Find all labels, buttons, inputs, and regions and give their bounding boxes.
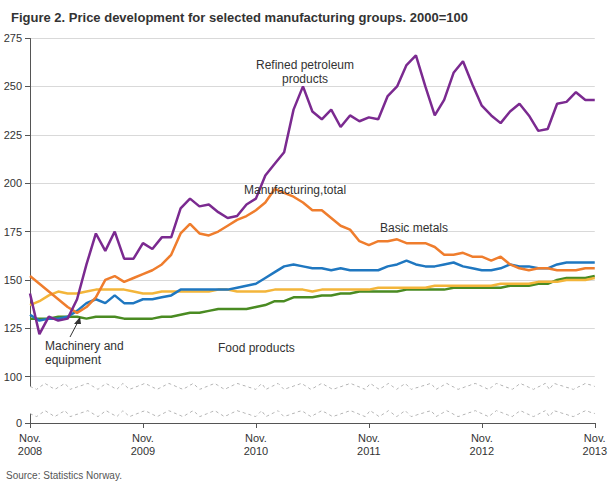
svg-text:products: products — [282, 72, 328, 86]
svg-text:Figure 2. Price development fo: Figure 2. Price development for selected… — [11, 10, 468, 25]
svg-text:equipment: equipment — [45, 353, 102, 367]
svg-text:150: 150 — [4, 274, 22, 286]
svg-text:2011: 2011 — [357, 445, 381, 457]
svg-text:2008: 2008 — [18, 445, 42, 457]
svg-text:100: 100 — [4, 371, 22, 383]
svg-text:2013: 2013 — [583, 445, 607, 457]
svg-text:Nov.: Nov. — [245, 432, 267, 444]
svg-text:0: 0 — [16, 417, 22, 429]
svg-text:2012: 2012 — [470, 445, 494, 457]
svg-text:Nov.: Nov. — [358, 432, 380, 444]
svg-text:Nov.: Nov. — [584, 432, 606, 444]
svg-text:Refined petroleum: Refined petroleum — [256, 58, 354, 72]
svg-text:125: 125 — [4, 322, 22, 334]
svg-text:Nov.: Nov. — [132, 432, 154, 444]
svg-text:Machinery and: Machinery and — [45, 339, 124, 353]
svg-text:Food products: Food products — [218, 341, 295, 355]
svg-text:175: 175 — [4, 226, 22, 238]
svg-text:Nov.: Nov. — [19, 432, 41, 444]
svg-text:Nov.: Nov. — [471, 432, 493, 444]
svg-text:250: 250 — [4, 80, 22, 92]
svg-text:2010: 2010 — [244, 445, 268, 457]
svg-text:2009: 2009 — [131, 445, 155, 457]
svg-text:Source: Statistics Norway.: Source: Statistics Norway. — [6, 470, 122, 481]
svg-text:Manufacturing,total: Manufacturing,total — [244, 183, 346, 197]
svg-text:225: 225 — [4, 129, 22, 141]
svg-text:200: 200 — [4, 177, 22, 189]
svg-text:275: 275 — [4, 32, 22, 44]
svg-text:Basic metals: Basic metals — [380, 221, 448, 235]
